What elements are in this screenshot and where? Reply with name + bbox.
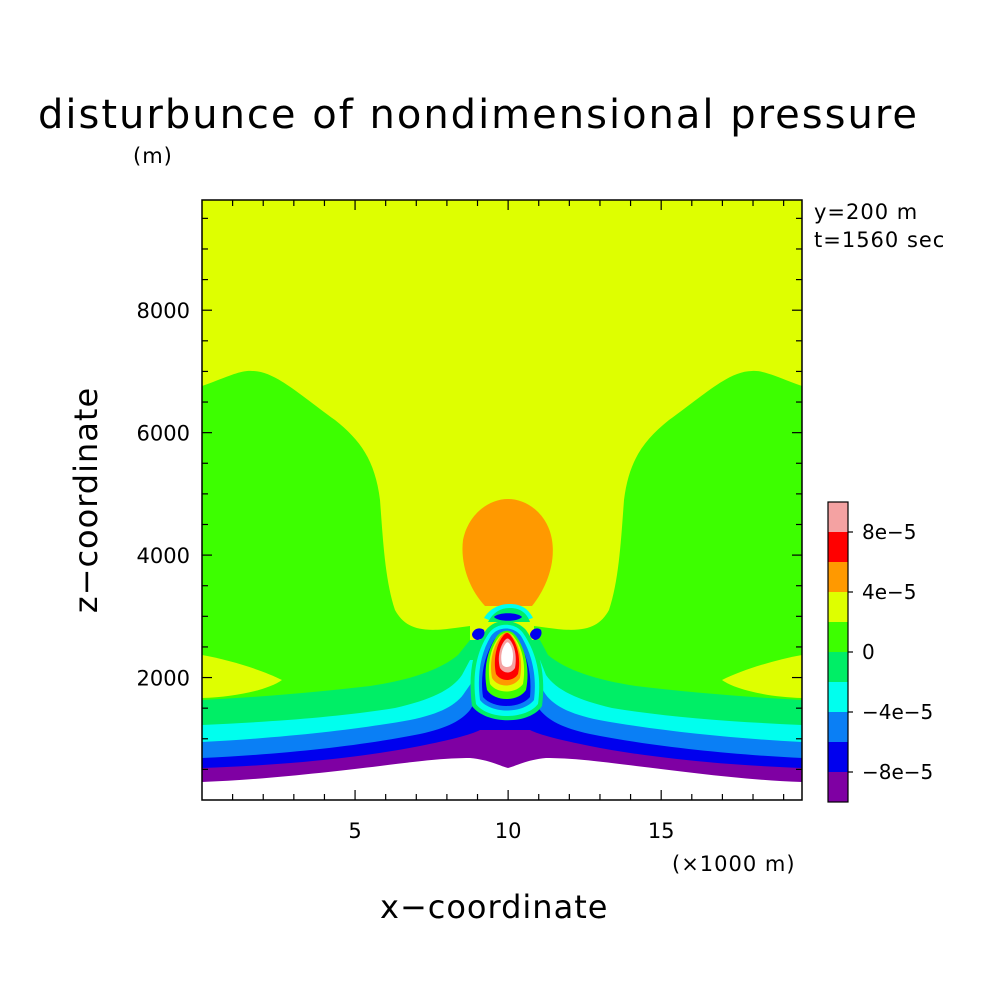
annotation-time: t=1560 sec bbox=[814, 228, 946, 252]
colorbar-swatch bbox=[828, 652, 848, 682]
contour-band-4e-5-blob bbox=[462, 499, 553, 606]
y-tick-label: 6000 bbox=[137, 422, 190, 446]
contour-core-max bbox=[501, 642, 513, 667]
contour-band-2e-5-lens-right bbox=[722, 655, 802, 698]
colorbar: 8e−5 4e−5 0 −4e−5 −8e−5 bbox=[827, 501, 933, 803]
colorbar-swatch bbox=[828, 712, 848, 742]
y-axis-ticks: 2000 4000 6000 8000 bbox=[137, 217, 802, 770]
y-tick-label: 2000 bbox=[137, 667, 190, 691]
x-axis-label: x−coordinate bbox=[380, 888, 609, 926]
x-tick-label: 15 bbox=[648, 819, 675, 843]
contour-fill-layers bbox=[202, 200, 802, 800]
contour-eddy-top bbox=[494, 613, 522, 621]
chart-title: disturbunce of nondimensional pressure bbox=[38, 92, 919, 138]
colorbar-swatch bbox=[828, 502, 848, 532]
y-axis-unit: (m) bbox=[133, 144, 173, 168]
contour-eddy-left bbox=[472, 628, 485, 640]
colorbar-label: 4e−5 bbox=[862, 580, 917, 604]
colorbar-label: 8e−5 bbox=[862, 520, 917, 544]
y-tick-label: 8000 bbox=[137, 299, 190, 323]
colorbar-swatch bbox=[828, 742, 848, 772]
x-axis-unit: (×1000 m) bbox=[672, 852, 796, 876]
colorbar-swatch bbox=[828, 562, 848, 592]
colorbar-swatch bbox=[828, 622, 848, 652]
plot-frame bbox=[201, 199, 803, 801]
contour-eddy-right bbox=[530, 628, 542, 640]
x-axis-ticks: 5 10 15 bbox=[232, 200, 785, 843]
colorbar-label: 0 bbox=[862, 640, 875, 664]
annotation-y-position: y=200 m bbox=[814, 200, 919, 224]
x-tick-label: 10 bbox=[495, 819, 522, 843]
colorbar-swatch bbox=[828, 532, 848, 562]
contour-band-2e-5-lens-left bbox=[202, 655, 282, 698]
colorbar-label: −4e−5 bbox=[862, 700, 933, 724]
colorbar-label: −8e−5 bbox=[862, 760, 933, 784]
y-tick-label: 4000 bbox=[137, 544, 190, 568]
x-tick-label: 5 bbox=[348, 819, 361, 843]
colorbar-swatch bbox=[828, 772, 848, 802]
colorbar-swatch bbox=[828, 592, 848, 622]
colorbar-swatch bbox=[828, 682, 848, 712]
terrain bbox=[202, 758, 802, 800]
